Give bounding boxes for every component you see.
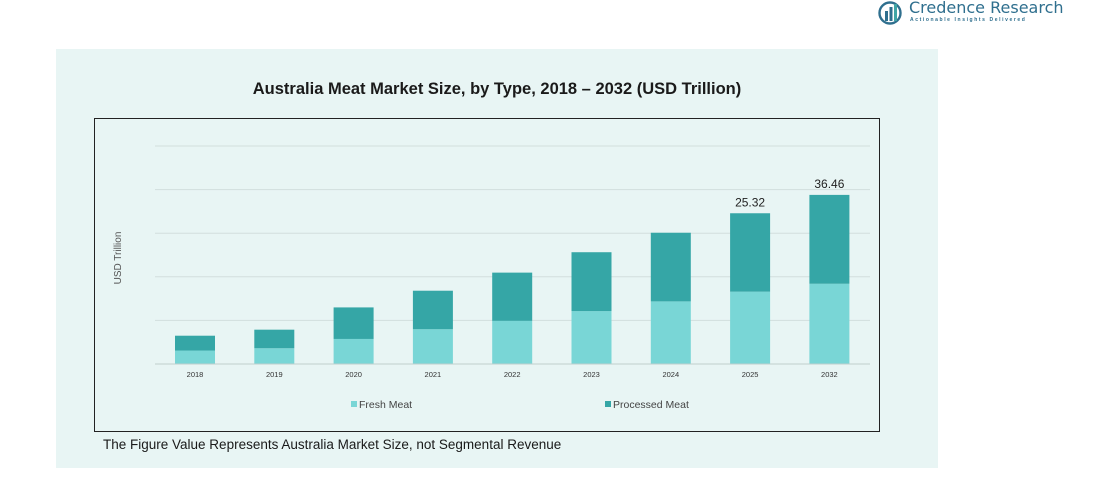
bar-processed-meat: [333, 307, 374, 339]
y-axis-label: USD Trillion: [113, 232, 124, 285]
brand-tagline: Actionable Insights Delivered: [910, 17, 1027, 23]
bar-processed-meat: [492, 272, 533, 321]
bar-fresh-meat: [492, 320, 533, 364]
bar-fresh-meat: [333, 338, 374, 364]
bar-processed-meat: [650, 232, 691, 302]
bar-processed-meat: [809, 194, 850, 284]
bar-fresh-meat: [412, 329, 453, 364]
bar-fresh-meat: [254, 348, 295, 364]
footnote: The Figure Value Represents Australia Ma…: [103, 437, 562, 452]
plot-frame: [94, 118, 880, 432]
data-label: 36.46: [814, 177, 844, 191]
x-tick-label: 2024: [662, 370, 679, 379]
x-tick-label: 2018: [187, 370, 204, 379]
x-tick-label: 2020: [345, 370, 362, 379]
x-tick-label: 2023: [583, 370, 600, 379]
bar-fresh-meat: [175, 350, 215, 364]
bar-processed-meat: [571, 252, 612, 312]
legend-label: Fresh Meat: [359, 399, 412, 411]
x-tick-label: 2022: [504, 370, 521, 379]
brand-logo: Credence Research Actionable Insights De…: [878, 0, 1068, 28]
legend-swatch: [605, 401, 611, 407]
chart-title: Australia Meat Market Size, by Type, 201…: [252, 80, 742, 98]
bar-fresh-meat: [650, 301, 691, 364]
bar-fresh-meat: [809, 283, 850, 364]
legend-swatch: [351, 401, 357, 407]
bar-fresh-meat: [571, 311, 612, 364]
credence-logo-icon: [878, 1, 902, 25]
x-tick-label: 2025: [742, 370, 759, 379]
bar-fresh-meat: [730, 291, 771, 364]
brand-name: Credence Research: [909, 0, 1064, 17]
bar-processed-meat: [254, 329, 295, 349]
x-tick-label: 2021: [425, 370, 442, 379]
legend-label: Processed Meat: [613, 399, 689, 411]
x-tick-label: 2032: [821, 370, 838, 379]
bar-processed-meat: [175, 335, 215, 351]
data-label: 25.32: [735, 195, 765, 209]
bar-processed-meat: [412, 290, 453, 330]
x-tick-label: 2019: [266, 370, 283, 379]
bar-processed-meat: [730, 213, 771, 292]
